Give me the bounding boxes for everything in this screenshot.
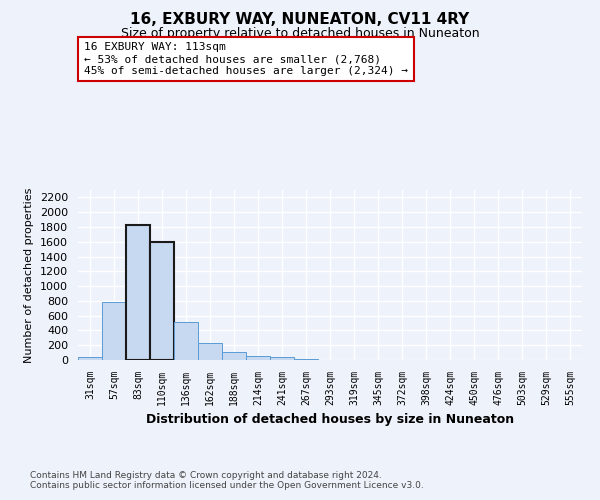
Bar (294, 358, 318, 360)
Bar (270, 357, 294, 360)
Bar (246, 356, 270, 360)
Bar (126, 224, 150, 360)
Text: 16 EXBURY WAY: 113sqm
← 53% of detached houses are smaller (2,768)
45% of semi-d: 16 EXBURY WAY: 113sqm ← 53% of detached … (84, 42, 408, 76)
Bar (198, 343, 222, 360)
Text: Contains HM Land Registry data © Crown copyright and database right 2024.: Contains HM Land Registry data © Crown c… (30, 471, 382, 480)
Bar (102, 302, 126, 360)
Bar (78, 356, 102, 360)
X-axis label: Distribution of detached houses by size in Nuneaton: Distribution of detached houses by size … (146, 414, 514, 426)
Text: 16, EXBURY WAY, NUNEATON, CV11 4RY: 16, EXBURY WAY, NUNEATON, CV11 4RY (130, 12, 470, 28)
Y-axis label: Number of detached properties: Number of detached properties (25, 188, 34, 362)
Bar (174, 322, 198, 360)
Text: Contains public sector information licensed under the Open Government Licence v3: Contains public sector information licen… (30, 481, 424, 490)
Bar (150, 242, 174, 360)
Bar (222, 352, 246, 360)
Text: Size of property relative to detached houses in Nuneaton: Size of property relative to detached ho… (121, 28, 479, 40)
